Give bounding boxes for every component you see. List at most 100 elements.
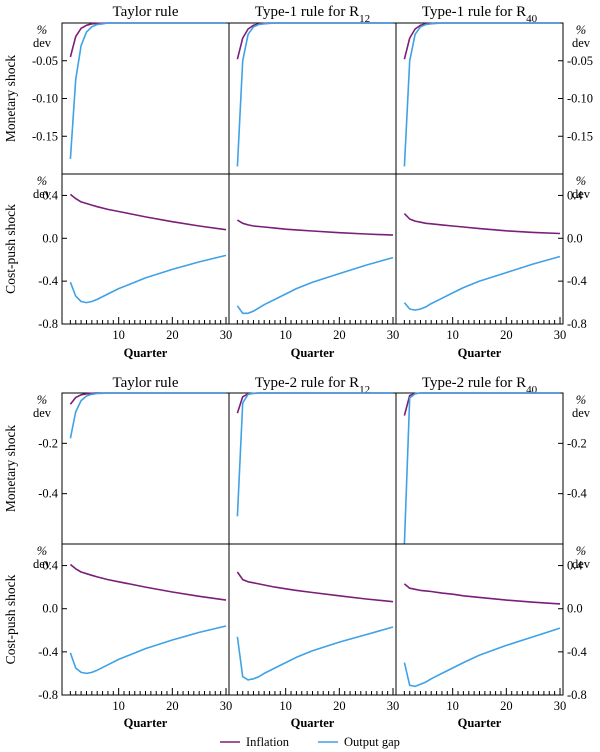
- y-tick-label-right: -0.8: [567, 317, 587, 331]
- x-tick-label: 30: [220, 699, 233, 713]
- legend-label-output_gap: Output gap: [344, 735, 400, 749]
- y-tick-label-right: -0.05: [567, 54, 593, 68]
- inflation-line: [69, 22, 226, 58]
- y-tick-label-left: 0.0: [42, 602, 58, 616]
- x-tick-label: 10: [279, 328, 292, 342]
- y-tick-label-right: -0.4: [567, 274, 588, 288]
- panel-frame: [61, 543, 230, 696]
- x-tick-label: 30: [387, 328, 400, 342]
- panel-frame: [61, 392, 230, 545]
- inflation-line: [403, 22, 560, 60]
- unit-label-dev: dev: [33, 187, 52, 201]
- unit-label-pct: %: [576, 393, 586, 407]
- output-gap-line: [403, 627, 561, 688]
- x-tick-label: 20: [166, 699, 179, 713]
- panel-frame: [395, 173, 564, 325]
- panel-frame: [61, 22, 230, 175]
- y-tick-label-right: 0.0: [567, 602, 583, 616]
- y-tick-label-right: -0.4: [567, 487, 588, 501]
- panel-title: Type-1 rule for R12: [255, 4, 370, 25]
- unit-label-dev: dev: [33, 406, 52, 420]
- unit-label-pct: %: [576, 23, 586, 37]
- x-tick-label: 10: [446, 328, 459, 342]
- x-tick-label: 30: [554, 328, 567, 342]
- unit-label-pct: %: [576, 174, 586, 188]
- y-tick-label-left: 0.4: [42, 559, 58, 573]
- y-tick-label-right: -0.4: [567, 645, 588, 659]
- output-gap-line: [403, 22, 560, 167]
- panel-frame: [395, 543, 564, 696]
- x-tick-label: 20: [500, 328, 513, 342]
- output-gap-line: [236, 22, 393, 167]
- inflation-line: [236, 22, 393, 60]
- panel-frame: [228, 173, 397, 325]
- y-tick-label-right: -0.15: [567, 129, 593, 143]
- y-tick-label-left: -0.2: [38, 436, 58, 450]
- y-tick-label-left: -0.15: [32, 129, 58, 143]
- x-tick-label: 20: [500, 699, 513, 713]
- panel-title-subscript: 40: [526, 13, 538, 25]
- y-tick-label-left: 0.0: [42, 231, 58, 245]
- inflation-line: [403, 213, 561, 235]
- output-gap-line: [403, 392, 560, 545]
- panel-title: Taylor rule: [112, 375, 178, 391]
- y-tick-label-left: -0.10: [32, 92, 58, 106]
- panel-frame: [395, 392, 564, 545]
- y-tick-label-right: 0.4: [567, 188, 583, 202]
- inflation-line: [403, 583, 561, 605]
- panel-title-subscript: 12: [359, 384, 370, 396]
- output-gap-line: [69, 392, 226, 439]
- row-label: Cost-push shock: [3, 204, 18, 294]
- panel-title: Type-2 rule for R40: [422, 375, 538, 396]
- output-gap-line: [69, 22, 226, 159]
- panel-title: Taylor rule: [112, 4, 178, 20]
- x-tick-label: 20: [333, 699, 346, 713]
- unit-label-dev: dev: [572, 36, 591, 50]
- row-label: Monetary shock: [3, 55, 18, 143]
- output-gap-line: [69, 254, 227, 304]
- row-label: Monetary shock: [3, 425, 18, 513]
- y-tick-label-right: -0.8: [567, 688, 587, 702]
- output-gap-line: [236, 392, 393, 517]
- x-tick-label: 30: [387, 699, 400, 713]
- output-gap-line: [236, 626, 394, 681]
- inflation-line: [236, 571, 394, 603]
- inflation-line: [69, 193, 227, 231]
- unit-label-pct: %: [37, 393, 47, 407]
- panel-title-subscript: 40: [526, 384, 538, 396]
- x-tick-label: 30: [220, 328, 233, 342]
- legend-label-inflation: Inflation: [246, 735, 290, 749]
- x-axis-label: Quarter: [291, 716, 335, 730]
- x-axis-label: Quarter: [124, 346, 168, 360]
- y-tick-label-left: 0.4: [42, 188, 58, 202]
- panel-title: Type-2 rule for R12: [255, 375, 370, 396]
- y-tick-label-left: -0.4: [38, 274, 59, 288]
- panel-title: Type-1 rule for R40: [422, 4, 538, 25]
- y-tick-label-left: -0.05: [32, 54, 58, 68]
- unit-label-dev: dev: [572, 187, 591, 201]
- x-tick-label: 30: [554, 699, 567, 713]
- output-gap-line: [69, 625, 227, 675]
- unit-label-dev: dev: [572, 406, 591, 420]
- panel-frame: [395, 22, 564, 175]
- x-axis-label: Quarter: [458, 716, 502, 730]
- x-tick-label: 10: [112, 699, 125, 713]
- unit-label-dev: dev: [33, 557, 52, 571]
- unit-label-dev: dev: [33, 36, 52, 50]
- x-tick-label: 10: [279, 699, 292, 713]
- y-tick-label-left: -0.4: [38, 645, 59, 659]
- unit-label-pct: %: [37, 544, 47, 558]
- inflation-line: [69, 563, 227, 601]
- unit-label-pct: %: [576, 544, 586, 558]
- output-gap-line: [236, 256, 394, 315]
- panel-frame: [228, 392, 397, 545]
- x-tick-label: 20: [166, 328, 179, 342]
- panel-frame: [61, 173, 230, 325]
- x-axis-label: Quarter: [458, 346, 502, 360]
- x-tick-label: 20: [333, 328, 346, 342]
- y-tick-label-right: -0.10: [567, 92, 593, 106]
- y-tick-label-right: 0.0: [567, 231, 583, 245]
- y-tick-label-right: -0.2: [567, 436, 587, 450]
- inflation-line: [236, 392, 393, 414]
